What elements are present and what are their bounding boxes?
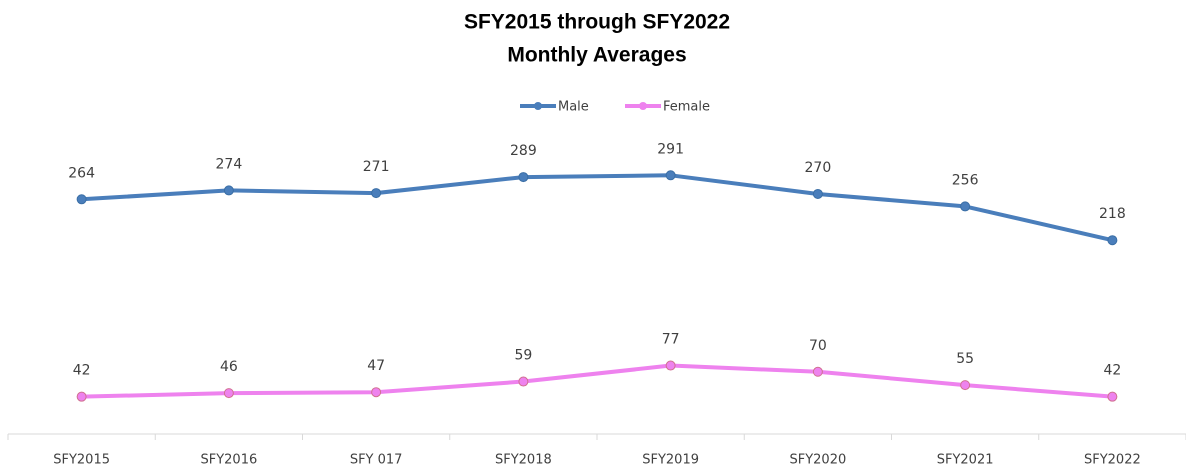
data-point (960, 201, 971, 212)
x-tick-label: SFY2020 (789, 453, 846, 466)
data-point (960, 380, 971, 391)
data-label: 55 (956, 351, 974, 367)
data-label: 70 (809, 338, 827, 354)
data-label: 59 (514, 348, 532, 364)
data-point (665, 170, 676, 181)
data-point (371, 188, 382, 199)
data-point (223, 185, 234, 196)
data-label: 291 (657, 141, 684, 157)
data-label: 274 (216, 156, 243, 172)
x-tick-label: SFY2016 (200, 453, 257, 466)
x-tick-label: SFY2015 (53, 453, 110, 466)
data-label: 289 (510, 143, 537, 159)
data-point (371, 387, 382, 398)
data-point (518, 376, 529, 387)
data-point (76, 391, 87, 402)
data-label: 42 (1103, 363, 1121, 379)
data-point (518, 172, 529, 183)
data-point (76, 194, 87, 205)
series-line (81, 173, 1113, 243)
chart-subtitle: Monthly Averages (507, 44, 686, 67)
legend-marker (639, 102, 647, 110)
x-tick-label: SFY 017 (350, 453, 403, 466)
data-point (665, 360, 676, 371)
x-tick-label: SFY2018 (495, 453, 552, 466)
legend-marker (534, 102, 542, 110)
data-label: 218 (1099, 206, 1126, 222)
data-point (812, 188, 823, 199)
data-label: 77 (662, 332, 680, 348)
data-label: 256 (952, 172, 979, 188)
data-point (812, 366, 823, 377)
data-point (223, 388, 234, 399)
data-point (1107, 391, 1118, 402)
legend-label: Male (558, 100, 589, 115)
x-tick-label: SFY2021 (937, 453, 994, 466)
chart-title: SFY2015 through SFY2022 (464, 11, 730, 34)
data-label: 46 (220, 359, 238, 375)
data-label: 270 (805, 160, 832, 176)
data-label: 264 (68, 165, 95, 181)
legend-label: Female (663, 100, 710, 115)
data-label: 42 (73, 363, 91, 379)
series-line (81, 363, 1113, 399)
x-tick-label: SFY2019 (642, 453, 699, 466)
x-tick-label: SFY2022 (1084, 453, 1141, 466)
data-point (1107, 235, 1118, 246)
data-label: 271 (363, 159, 390, 175)
data-label: 47 (367, 358, 385, 374)
